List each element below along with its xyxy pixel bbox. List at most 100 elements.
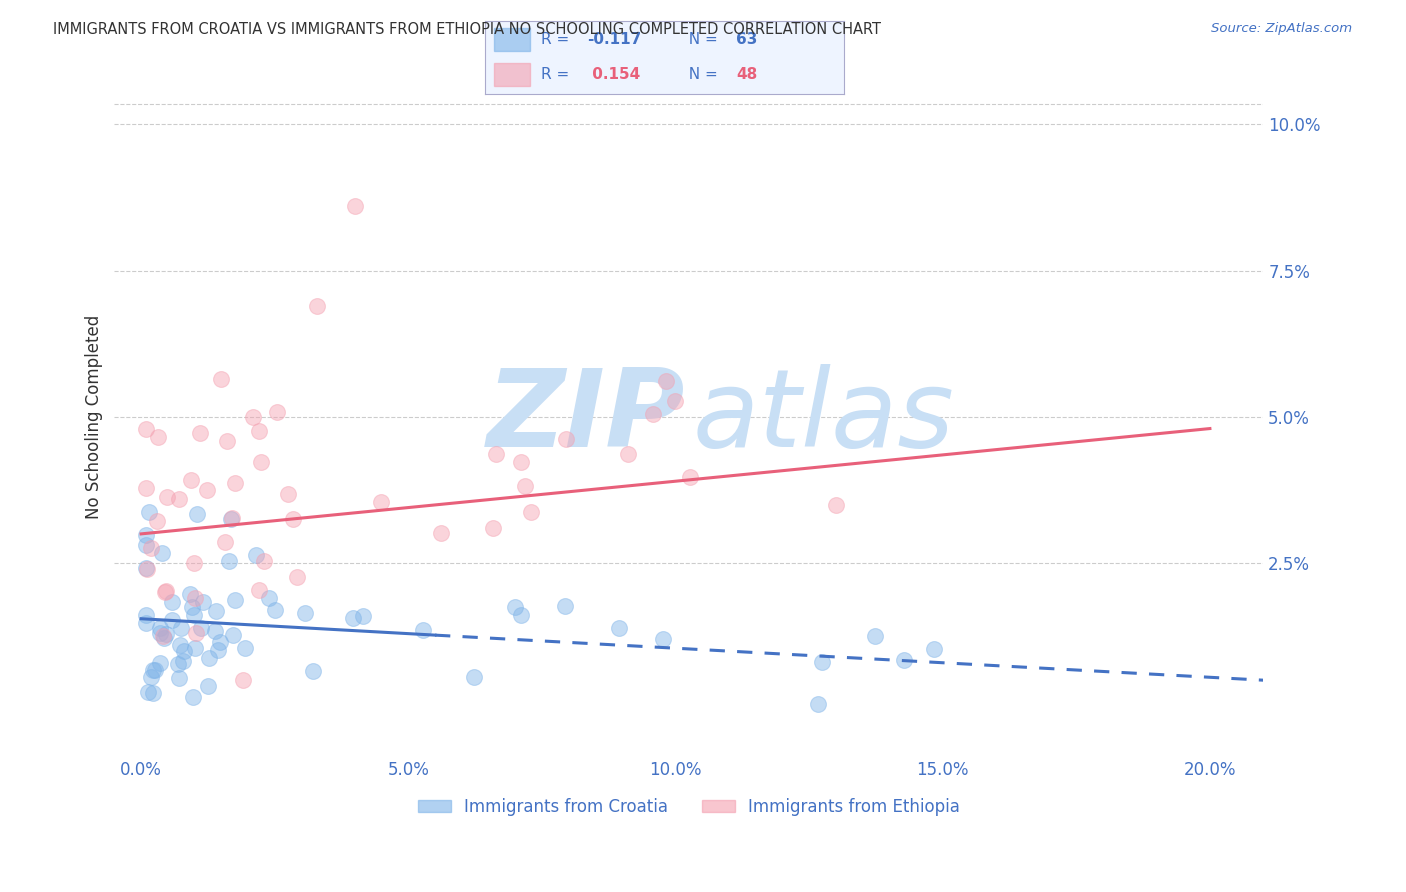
Legend: Immigrants from Croatia, Immigrants from Ethiopia: Immigrants from Croatia, Immigrants from… — [411, 791, 967, 822]
Point — [412, 623, 434, 637]
Point — [135, 538, 157, 552]
Point — [162, 595, 184, 609]
Point — [142, 663, 165, 677]
Point — [190, 621, 212, 635]
Point — [302, 664, 325, 678]
Point — [218, 554, 240, 568]
Bar — [494, 63, 530, 87]
Point — [172, 654, 194, 668]
Point — [807, 697, 830, 711]
Point — [263, 603, 285, 617]
Point — [135, 562, 157, 576]
Point — [205, 603, 228, 617]
Point — [352, 609, 374, 624]
Point — [184, 640, 207, 655]
Point — [641, 407, 664, 421]
Point — [173, 644, 195, 658]
Point — [146, 515, 169, 529]
Point — [191, 595, 214, 609]
Point — [664, 393, 686, 408]
Point — [252, 554, 274, 568]
Point — [463, 670, 485, 684]
Point — [153, 631, 176, 645]
Point — [616, 447, 638, 461]
Point — [209, 372, 232, 386]
Point — [142, 686, 165, 700]
Point — [169, 492, 191, 507]
Point — [153, 584, 176, 599]
Point — [257, 591, 280, 606]
Text: R =: R = — [541, 32, 574, 47]
Point — [183, 556, 205, 570]
Y-axis label: No Schooling Completed: No Schooling Completed — [86, 315, 103, 519]
Point — [148, 656, 170, 670]
Point — [266, 405, 288, 419]
Point — [811, 655, 834, 669]
Point — [138, 505, 160, 519]
Point — [180, 474, 202, 488]
Point — [188, 425, 211, 440]
Text: -0.117: -0.117 — [588, 32, 641, 47]
Point — [149, 625, 172, 640]
Point — [652, 632, 675, 647]
Point — [430, 525, 453, 540]
Point — [198, 651, 221, 665]
Point — [242, 410, 264, 425]
Point — [224, 593, 246, 607]
Point — [197, 679, 219, 693]
Point — [224, 475, 246, 490]
Point — [287, 570, 309, 584]
Point — [204, 624, 226, 638]
Point — [179, 587, 201, 601]
Point — [247, 424, 270, 438]
Point — [186, 507, 208, 521]
Point — [609, 621, 631, 635]
Point — [893, 653, 915, 667]
Point — [503, 599, 526, 614]
Text: N =: N = — [679, 67, 723, 82]
Point — [208, 635, 231, 649]
Point — [219, 512, 242, 526]
Text: 48: 48 — [737, 67, 758, 82]
Text: Source: ZipAtlas.com: Source: ZipAtlas.com — [1212, 22, 1353, 36]
Point — [135, 560, 157, 574]
Text: ZIP: ZIP — [486, 364, 686, 470]
Point — [139, 541, 162, 556]
Point — [485, 446, 508, 460]
Point — [520, 505, 543, 519]
Point — [214, 534, 236, 549]
Point — [922, 641, 945, 656]
Point — [294, 606, 316, 620]
Point — [139, 670, 162, 684]
Point — [181, 690, 204, 705]
Point — [150, 546, 173, 560]
Point — [249, 582, 271, 597]
Text: IMMIGRANTS FROM CROATIA VS IMMIGRANTS FROM ETHIOPIA NO SCHOOLING COMPLETED CORRE: IMMIGRANTS FROM CROATIA VS IMMIGRANTS FR… — [53, 22, 882, 37]
Point — [183, 608, 205, 623]
Point — [207, 643, 229, 657]
Point — [655, 374, 678, 388]
Text: 63: 63 — [737, 32, 758, 47]
Point — [135, 607, 157, 622]
Point — [135, 528, 157, 542]
Bar — [494, 28, 530, 51]
Point — [554, 599, 576, 613]
Point — [513, 479, 536, 493]
Text: N =: N = — [679, 32, 723, 47]
Point — [343, 199, 366, 213]
Point — [679, 470, 702, 484]
Point — [509, 455, 531, 469]
Point — [233, 640, 256, 655]
Point — [169, 638, 191, 652]
Point — [152, 629, 174, 643]
Point — [169, 621, 191, 635]
Point — [217, 434, 239, 448]
Text: 0.154: 0.154 — [588, 67, 641, 82]
Point — [135, 481, 157, 495]
Point — [245, 549, 267, 563]
Point — [167, 657, 190, 672]
Point — [135, 616, 157, 631]
Point — [283, 512, 305, 526]
Point — [221, 628, 243, 642]
Point — [481, 521, 503, 535]
